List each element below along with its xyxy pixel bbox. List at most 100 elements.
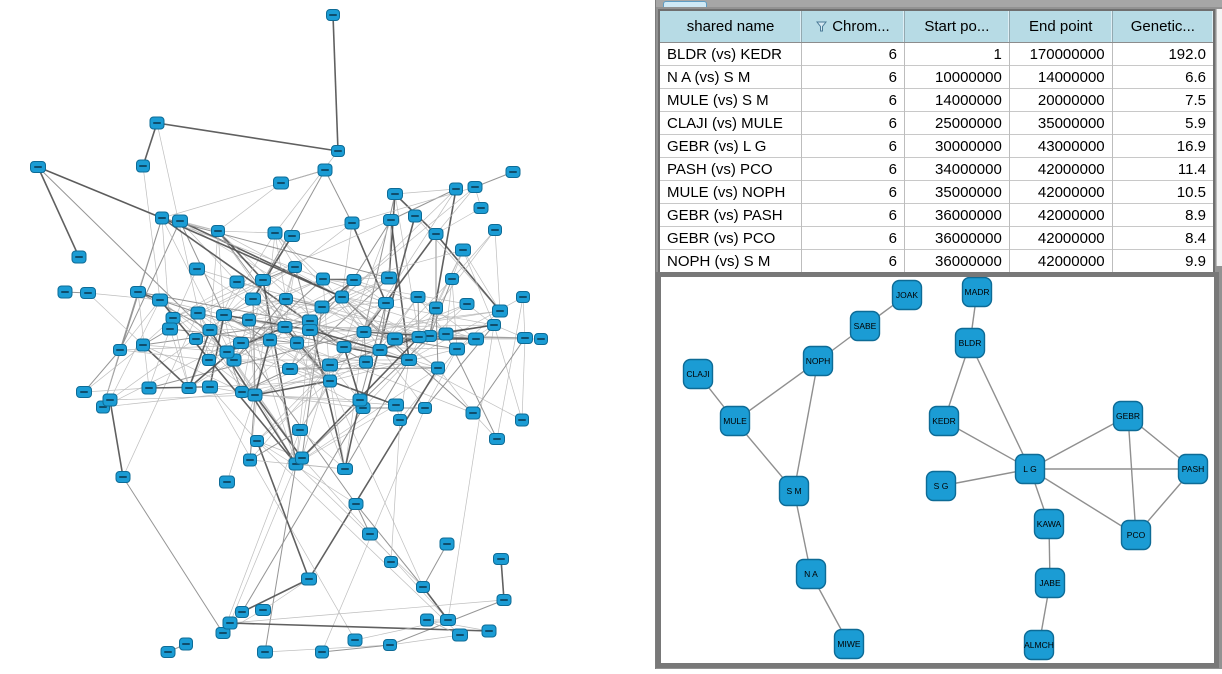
network-node-bldr[interactable]: BLDR [954,327,986,359]
network-node[interactable] [467,181,483,193]
network-node[interactable] [302,324,318,336]
network-node[interactable] [202,354,216,366]
network-node[interactable] [388,398,404,412]
network-node[interactable] [136,338,150,352]
network-node-miwe[interactable]: MIWE [833,628,865,660]
network-node-pash[interactable]: PASH [1177,453,1209,485]
network-node[interactable] [57,285,73,299]
network-node-pco[interactable]: PCO [1120,519,1152,551]
network-node-claji[interactable]: CLAJI [682,358,714,390]
table-scrollbar[interactable] [1216,9,1222,266]
network-node[interactable] [315,645,329,659]
network-node[interactable] [431,361,445,375]
network-node[interactable] [492,304,508,318]
network-node[interactable] [229,275,245,289]
network-node-gebr[interactable]: GEBR [1112,400,1144,432]
network-node-noph[interactable]: NOPH [802,345,834,377]
small-network-panel[interactable]: JOAK MADR SABE NOPH CLAJI BLDR MULE KEDR GEBR L G… [656,272,1219,668]
network-node-madr[interactable]: MADR [961,277,993,308]
network-node[interactable] [387,188,403,200]
table-row[interactable]: PASH (vs) PCO 6 34000000 42000000 11.4 [660,157,1213,181]
network-node[interactable] [288,261,302,273]
network-node-kedr[interactable]: KEDR [928,405,960,437]
network-node[interactable] [359,355,373,369]
panel-tab[interactable] [663,1,707,7]
network-node[interactable] [331,145,345,157]
network-node[interactable] [301,572,317,586]
column-header-end-point[interactable]: End point [1009,11,1113,43]
network-node[interactable] [372,344,388,356]
network-node[interactable] [250,435,264,447]
network-node[interactable] [130,286,146,298]
network-node[interactable] [452,628,468,642]
network-node[interactable] [211,225,225,237]
network-node[interactable] [235,606,249,618]
network-node[interactable] [113,344,127,356]
network-node[interactable] [80,287,96,299]
network-node[interactable] [181,382,197,394]
network-node[interactable] [257,645,273,659]
network-node[interactable] [235,386,249,398]
network-node[interactable] [219,345,235,359]
network-node[interactable] [189,262,205,276]
network-node[interactable] [393,414,407,426]
table-row[interactable]: GEBR (vs) L G 6 30000000 43000000 16.9 [660,134,1213,158]
table-row[interactable]: MULE (vs) NOPH 6 35000000 42000000 10.5 [660,180,1213,204]
column-header-genetic[interactable]: Genetic... [1112,11,1213,43]
network-node[interactable] [336,341,352,353]
network-node[interactable] [516,291,530,303]
network-node[interactable] [314,300,330,314]
network-node[interactable] [383,639,397,651]
network-node[interactable] [316,272,330,286]
network-node[interactable] [189,333,203,345]
network-node[interactable] [489,433,505,445]
network-node[interactable] [326,9,340,21]
filter-funnel-icon[interactable] [816,21,828,32]
network-node[interactable] [152,293,168,307]
column-header-chrom[interactable]: Chrom... [801,11,905,43]
table-row[interactable]: BLDR (vs) KEDR 6 1 170000000 192.0 [660,42,1213,66]
network-node[interactable] [71,250,87,264]
network-node[interactable] [219,475,235,489]
network-node[interactable] [429,301,443,315]
network-node[interactable] [295,451,309,465]
network-node[interactable] [488,224,502,236]
network-node[interactable] [362,527,378,541]
network-node[interactable] [290,336,304,350]
network-node-joak[interactable]: JOAK [891,279,923,311]
network-node[interactable] [449,182,463,196]
network-node-almch[interactable]: ALMCH [1023,629,1055,661]
network-node[interactable] [440,614,456,626]
network-node[interactable] [439,537,455,551]
network-node[interactable] [242,313,256,327]
network-node[interactable] [284,230,300,242]
network-node[interactable] [149,116,165,130]
network-node-mule[interactable]: MULE [719,405,751,437]
network-node[interactable] [222,616,238,630]
network-node[interactable] [202,380,218,394]
network-node[interactable] [347,633,363,647]
network-node[interactable] [115,471,131,483]
network-node[interactable] [323,374,337,388]
network-node[interactable] [233,337,249,349]
network-node-s-g[interactable]: S G [925,470,957,502]
network-node[interactable] [420,613,434,627]
network-node[interactable] [515,413,529,427]
network-node-n-a[interactable]: N A [795,558,827,590]
network-node[interactable] [190,306,206,320]
network-node[interactable] [247,388,263,402]
network-node[interactable] [401,354,417,366]
table-row[interactable]: N A (vs) S M 6 10000000 14000000 6.6 [660,65,1213,89]
network-node[interactable] [243,453,257,467]
network-node[interactable] [383,214,399,226]
column-header-start-po[interactable]: Start po... [904,11,1010,43]
network-node[interactable] [292,424,308,436]
network-node[interactable] [418,402,432,414]
network-node[interactable] [155,211,169,225]
network-node[interactable] [356,326,372,338]
network-node[interactable] [267,226,283,240]
network-node[interactable] [487,319,501,331]
table-row[interactable]: CLAJI (vs) MULE 6 25000000 35000000 5.9 [660,111,1213,135]
network-node[interactable] [496,594,512,606]
network-node[interactable] [387,332,403,346]
